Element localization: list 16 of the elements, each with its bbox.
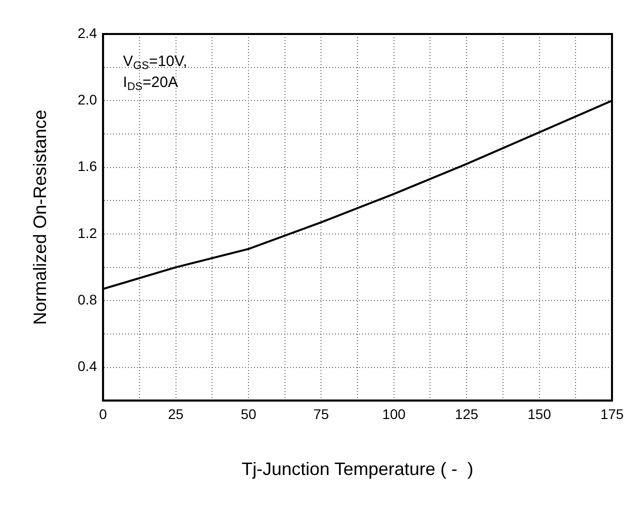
y-tick-label: 1.6 [78, 158, 98, 174]
x-tick-label: 150 [528, 406, 552, 422]
y-tick-label: 2.4 [78, 24, 98, 41]
x-tick-label: 50 [240, 406, 256, 422]
y-axis-title: Normalized On-Resistance [30, 110, 50, 325]
y-tick-label: 2.0 [78, 92, 98, 108]
x-axis-title: Tj-Junction Temperature ( - ) [242, 459, 474, 480]
x-tick-label: 125 [454, 406, 478, 422]
y-tick-label: 0.4 [78, 358, 98, 374]
x-tick-label: 100 [382, 406, 406, 422]
x-tick-label: 75 [313, 406, 330, 422]
x-tick-label: 0 [99, 406, 108, 422]
x-tick-label: 25 [168, 406, 184, 422]
y-tick-label: 0.8 [78, 291, 98, 308]
y-tick-label: 1.2 [78, 224, 98, 241]
x-tick-label: 175 [600, 406, 624, 422]
